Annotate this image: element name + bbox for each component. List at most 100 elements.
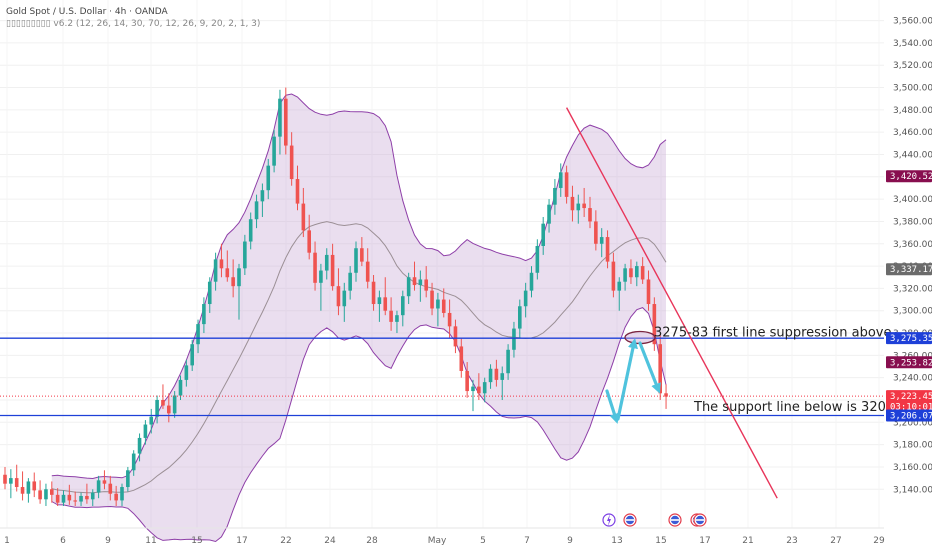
candle — [342, 282, 347, 322]
candle-body — [377, 297, 382, 305]
candle — [564, 165, 569, 204]
candle-body — [529, 272, 534, 291]
candle-body — [44, 489, 48, 500]
candle — [55, 488, 60, 506]
candle-body — [558, 172, 563, 188]
candle-body — [594, 221, 598, 244]
band-upper-line — [51, 93, 667, 480]
arrow-down-to-support — [605, 389, 620, 424]
x-tick-label: 9 — [567, 536, 573, 546]
candle-body — [640, 266, 645, 280]
candle-body — [61, 494, 66, 503]
y-tick-label: 3,160.000 — [893, 463, 932, 473]
candle — [652, 297, 657, 351]
x-tick-label: 29 — [873, 536, 885, 546]
candle — [395, 310, 399, 334]
candle-body — [599, 237, 604, 244]
event-us-flag — [623, 513, 637, 527]
candle-body — [178, 379, 183, 396]
candle-body — [50, 489, 54, 495]
candle — [278, 89, 282, 155]
price-badge-bg — [886, 409, 932, 422]
candle-body — [471, 386, 475, 392]
candle — [184, 359, 189, 387]
candle-body — [248, 219, 253, 242]
candle — [640, 257, 645, 284]
candle — [32, 472, 37, 498]
candle-body — [14, 478, 19, 488]
candle-body — [389, 310, 393, 322]
candle-body — [67, 494, 72, 501]
price-badge-label: 03:10:01 — [890, 403, 932, 413]
candle-body — [196, 324, 200, 345]
candle — [441, 288, 446, 318]
candle-body — [190, 344, 194, 366]
x-tick-label: 11 — [145, 536, 156, 546]
event-icons — [602, 513, 707, 527]
candle — [161, 384, 165, 409]
candle — [79, 492, 83, 506]
candle — [664, 384, 668, 409]
candle — [477, 373, 481, 400]
candle-body — [447, 312, 452, 327]
y-tick-label: 3,200.000 — [893, 418, 932, 428]
candle — [272, 129, 276, 173]
candlestick-series — [3, 87, 668, 506]
price-badge-bg — [886, 263, 932, 276]
x-tick-label: 9 — [105, 536, 111, 546]
candle-body — [184, 365, 189, 380]
candle — [225, 250, 230, 282]
candle — [237, 263, 241, 320]
candle — [120, 483, 124, 506]
candle-body — [90, 492, 95, 500]
candle — [266, 158, 271, 200]
candle-body — [243, 241, 247, 269]
candle — [301, 187, 306, 238]
candle — [3, 466, 7, 490]
candle-body — [553, 187, 557, 205]
candle — [61, 490, 66, 506]
descending-trendline — [565, 107, 778, 499]
candle-body — [219, 259, 224, 269]
candle — [96, 475, 101, 499]
y-tick-label: 3,320.000 — [893, 284, 932, 294]
candle-body — [459, 346, 464, 371]
candle — [219, 243, 224, 278]
us-flag-stripe — [696, 519, 704, 521]
candle — [512, 321, 516, 358]
candle-body — [412, 277, 417, 286]
price-badge-label: 3,223.455 — [890, 392, 932, 402]
candle-body — [225, 268, 230, 278]
y-tick-label: 3,440.000 — [893, 150, 932, 160]
candle — [494, 359, 499, 387]
price-badge-bg — [886, 170, 932, 183]
candle-body — [570, 196, 575, 211]
candle-body — [32, 481, 37, 491]
candle-body — [131, 453, 136, 471]
candle — [44, 483, 48, 506]
candle — [85, 483, 89, 504]
candle-body — [20, 487, 25, 494]
x-tick-label: 17 — [699, 536, 710, 546]
candle-body — [114, 493, 118, 501]
candle — [611, 252, 616, 298]
arrow-up-to-resistance — [616, 338, 638, 421]
candle-body — [313, 252, 317, 283]
candle-body — [512, 328, 516, 350]
candle-body — [108, 483, 113, 494]
candle — [319, 263, 323, 311]
projection-arrows — [605, 338, 661, 424]
candle — [453, 319, 458, 354]
candle — [447, 299, 452, 338]
candle — [248, 212, 253, 250]
candle-body — [307, 230, 311, 253]
x-tick-label: 22 — [280, 536, 291, 546]
candle — [330, 243, 335, 291]
candle — [365, 248, 370, 289]
candle — [482, 377, 487, 403]
candle — [50, 481, 54, 503]
price-badge-bg — [886, 390, 932, 403]
candle-body — [289, 145, 294, 180]
